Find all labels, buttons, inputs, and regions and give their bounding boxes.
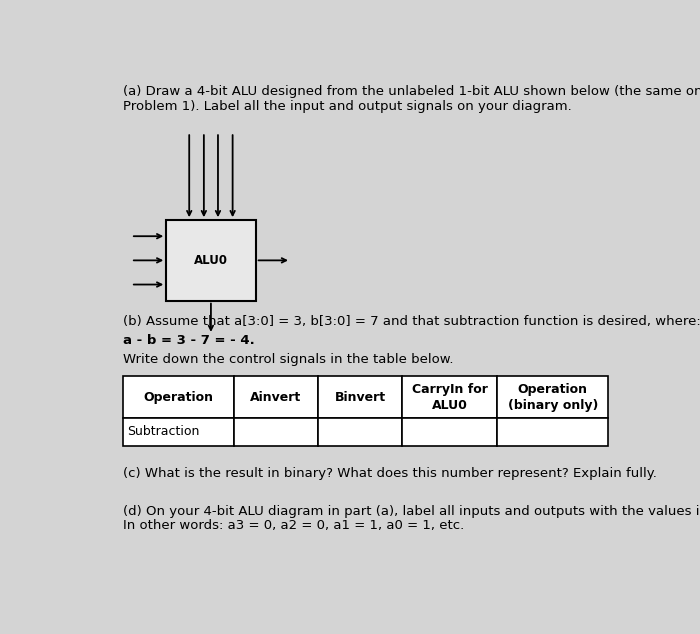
Bar bbox=[318, 377, 402, 418]
Bar bbox=[497, 418, 608, 446]
Text: (d) On your 4-bit ALU diagram in part (a), label all inputs and outputs with the: (d) On your 4-bit ALU diagram in part (a… bbox=[122, 505, 700, 518]
Text: Operation
(binary only): Operation (binary only) bbox=[508, 382, 598, 411]
Bar bbox=[122, 377, 234, 418]
Bar bbox=[234, 377, 318, 418]
Text: ALU0: ALU0 bbox=[194, 254, 228, 267]
Text: (c) What is the result in binary? What does this number represent? Explain fully: (c) What is the result in binary? What d… bbox=[122, 467, 657, 480]
Bar bbox=[402, 377, 497, 418]
Text: Ainvert: Ainvert bbox=[251, 391, 302, 404]
Text: a - b = 3 - 7 = - 4.: a - b = 3 - 7 = - 4. bbox=[122, 334, 255, 347]
Bar bbox=[122, 418, 234, 446]
Text: In other words: a3 = 0, a2 = 0, a1 = 1, a0 = 1, etc.: In other words: a3 = 0, a2 = 0, a1 = 1, … bbox=[122, 519, 464, 533]
Text: Operation: Operation bbox=[144, 391, 214, 404]
Text: Binvert: Binvert bbox=[335, 391, 386, 404]
Bar bbox=[166, 220, 256, 301]
Text: Write down the control signals in the table below.: Write down the control signals in the ta… bbox=[122, 353, 454, 366]
Bar bbox=[318, 418, 402, 446]
Bar bbox=[234, 418, 318, 446]
Bar bbox=[497, 377, 608, 418]
Bar bbox=[402, 418, 497, 446]
Text: (b) Assume that a[3:0] = 3, b[3:0] = 7 and that subtraction function is desired,: (b) Assume that a[3:0] = 3, b[3:0] = 7 a… bbox=[122, 315, 700, 328]
Text: Problem 1). Label all the input and output signals on your diagram.: Problem 1). Label all the input and outp… bbox=[122, 100, 571, 112]
Text: CarryIn for
ALU0: CarryIn for ALU0 bbox=[412, 382, 488, 411]
Text: (a) Draw a 4-bit ALU designed from the unlabeled 1-bit ALU shown below (the same: (a) Draw a 4-bit ALU designed from the u… bbox=[122, 85, 700, 98]
Text: Subtraction: Subtraction bbox=[127, 425, 199, 439]
